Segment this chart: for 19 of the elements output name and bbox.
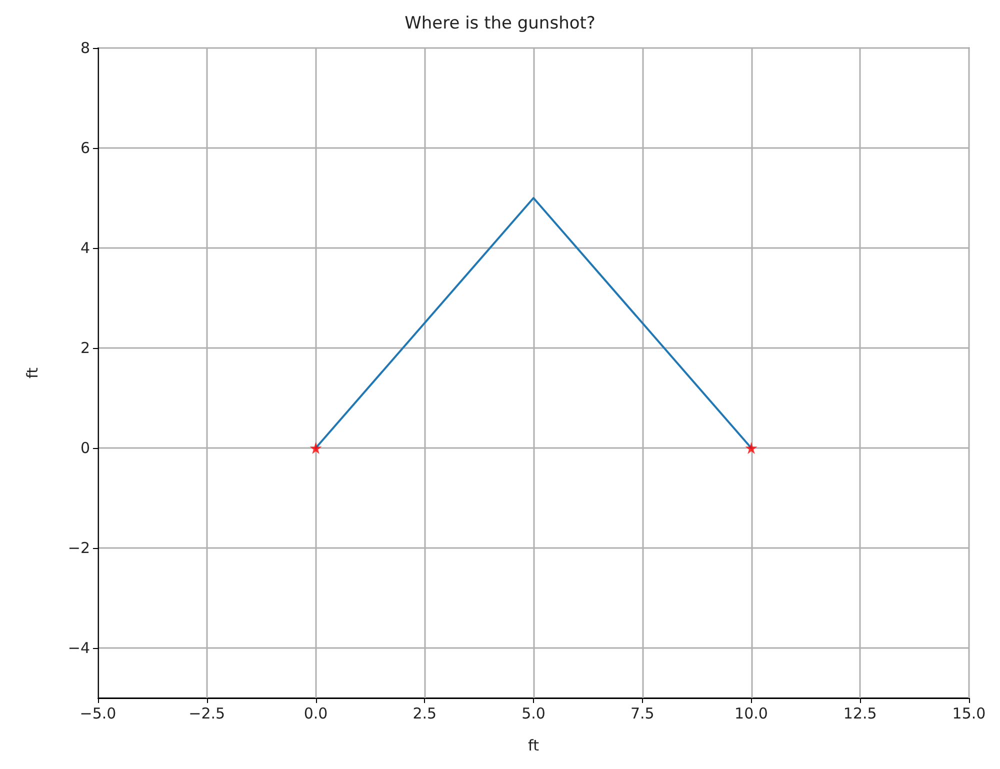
x-axis-title: ft <box>528 736 540 754</box>
chart-title: Where is the gunshot? <box>404 14 596 34</box>
y-tick-label: 2 <box>80 339 90 357</box>
x-tick-label: 0.0 <box>304 704 328 722</box>
y-tick-label: 0 <box>80 439 90 457</box>
y-axis-title: ft <box>24 367 42 378</box>
x-tick-label: 5.0 <box>522 704 546 722</box>
y-tick-label: 6 <box>80 139 90 157</box>
x-tick-label: 15.0 <box>952 704 986 722</box>
x-tick-label: −2.5 <box>188 704 226 722</box>
x-tick-label: 7.5 <box>630 704 654 722</box>
y-tick-label: −4 <box>68 639 90 657</box>
y-tick-label: 4 <box>80 239 90 257</box>
x-tick-label: 10.0 <box>734 704 768 722</box>
y-tick-label: −2 <box>68 539 90 557</box>
y-tick-label: 8 <box>80 39 90 57</box>
x-tick-label: −5.0 <box>80 704 116 722</box>
x-tick-label: 12.5 <box>843 704 877 722</box>
x-tick-label: 2.5 <box>412 704 437 722</box>
